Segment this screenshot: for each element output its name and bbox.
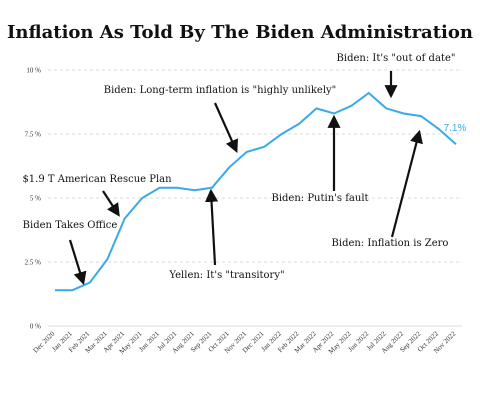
annotation-arrow [390,129,423,238]
y-tick-label: 7.5 % [25,131,42,139]
chart-title: Inflation As Told By The Biden Administr… [7,22,473,43]
annotation-arrow [68,239,87,286]
annotation: Biden: Putin's fault [271,114,369,204]
annotation-arrow [213,102,238,154]
y-axis-ticks: 0 % 2.5 % 5 % 7.5 % 10 % [25,67,42,331]
annotations: Biden Takes Office $1.9 T American Rescue… [22,53,456,286]
annotation: Yellen: It's "transitory" [168,188,285,281]
y-tick-label: 2.5 % [25,259,42,267]
annotation-arrow [204,188,219,266]
annotation-label: Yellen: It's "transitory" [168,270,284,281]
annotation-label: Biden Takes Office [23,220,118,231]
annotation: Biden: It's "out of date" [337,53,456,99]
annotation-label: Biden: Inflation is Zero [332,238,449,249]
grid-lines [48,69,462,327]
y-tick-label: 5 % [30,195,41,203]
end-value-label: 7.1% [444,123,467,134]
y-tick-label: 10 % [26,67,41,75]
annotation: Biden: Inflation is Zero [332,129,449,249]
annotation: Biden Takes Office [23,220,118,286]
inflation-series-line [55,91,457,292]
annotation-label: Biden: Putin's fault [271,193,368,204]
annotation-arrow [102,190,120,217]
annotation: $1.9 T American Rescue Plan [22,174,172,217]
annotation-label: Biden: It's "out of date" [337,53,456,64]
annotation: Biden: Long-term inflation is "highly un… [104,85,337,154]
annotation-label: Biden: Long-term inflation is "highly un… [104,85,337,96]
y-tick-label: 0 % [30,323,41,331]
data-points [54,93,457,291]
annotation-label: $1.9 T American Rescue Plan [22,174,172,185]
